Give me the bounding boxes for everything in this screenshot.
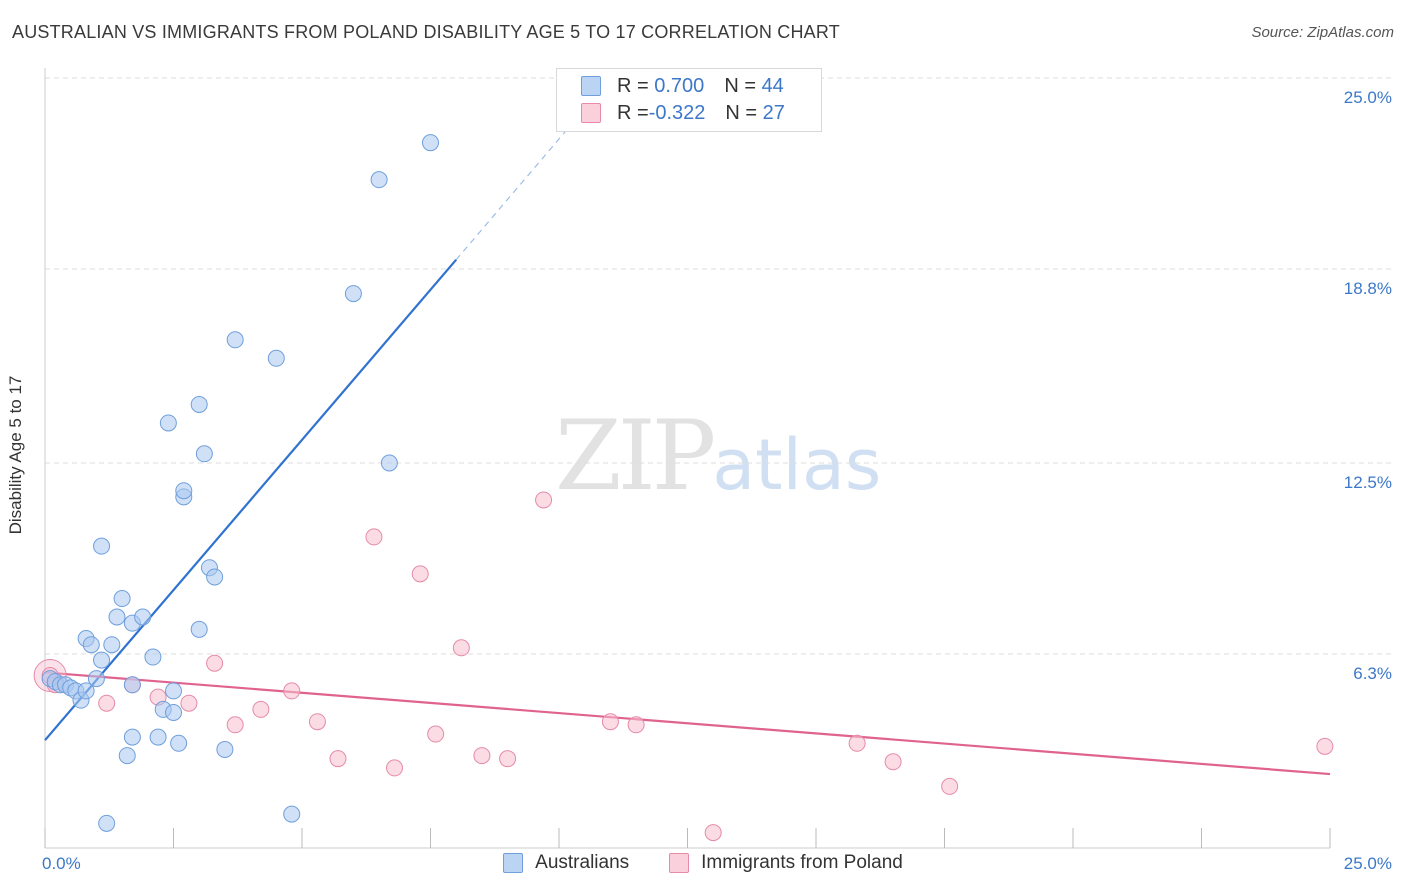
watermark-zip: ZIP [555,400,716,512]
y-tick-label: 12.5% [1344,473,1392,492]
data-point-australians [165,703,182,721]
data-point-australians [108,608,126,626]
data-point-poland [848,734,866,752]
legend-swatch-blue [503,853,524,873]
data-point-australians [93,537,111,555]
data-point-poland [206,654,224,672]
data-point-australians [77,682,95,700]
watermark: ZIPatlas [555,400,881,512]
legend-swatch-pink [669,853,690,873]
data-point-australians [195,445,213,463]
data-point-australians [344,285,362,303]
data-point-poland [252,700,270,718]
legend-r-value: -0.322 [648,101,706,124]
x-tick-label: 25.0% [1344,854,1392,873]
legend-row-australians: R = 0.700 N = 44 [581,73,784,99]
trend-line-australians-extension [455,108,586,261]
data-points [33,134,1334,842]
data-point-poland [1316,737,1334,755]
data-point-poland [226,716,244,734]
data-point-australians [216,740,234,758]
legend-swatch-pink [581,103,601,123]
x-tick-label: 0.0% [42,854,81,873]
data-point-australians [175,482,193,500]
data-point-australians [93,651,111,669]
data-point-poland [452,639,470,657]
data-point-poland [704,824,722,842]
y-tick-label: 25.0% [1344,88,1392,107]
data-point-poland [601,713,619,731]
data-point-australians [149,728,167,746]
legend-item-poland: Immigrants from Poland [669,852,903,874]
data-point-australians [123,676,141,694]
data-point-poland [386,759,404,777]
data-point-australians [123,728,141,746]
data-point-australians [170,734,188,752]
data-point-australians [144,648,162,666]
legend-label-australians: Australians [535,852,630,873]
data-point-australians [190,620,208,638]
tick-labels: 6.3% 12.5% 18.8% 25.0% 0.0% 25.0% [42,88,1392,873]
data-point-poland [941,777,959,795]
data-point-poland [98,694,116,712]
trend-line-australians [44,259,458,741]
data-point-poland [627,716,645,734]
data-point-australians [134,608,152,626]
correlation-legend: R = 0.700 N = 44 R = -0.322 N = 27 [556,68,822,132]
data-point-australians [422,134,439,152]
legend-item-australians: Australians [503,852,629,874]
legend-n-label: N = [724,74,756,97]
data-point-poland [329,750,347,768]
data-point-australians [190,395,208,413]
data-point-poland [535,491,553,509]
trend-lines [44,108,1331,776]
legend-r-label: R = [617,74,649,97]
data-point-australians [165,682,182,700]
legend-swatch-blue [581,76,601,96]
data-point-australians [159,414,177,432]
data-point-poland [499,750,517,768]
legend-n-value: 44 [761,74,784,97]
data-point-australians [370,171,388,189]
data-point-poland [283,682,301,700]
data-point-australians [283,805,301,823]
data-point-poland [180,694,198,712]
legend-n-label: N = [725,101,758,124]
data-point-australians [206,568,224,586]
legend-row-poland: R = -0.322 N = 27 [581,100,785,126]
series-legend: Australians Immigrants from Poland [0,852,1406,874]
data-point-australians [82,636,100,654]
data-point-australians [113,590,131,608]
data-point-australians [103,636,121,654]
data-point-poland [308,713,326,731]
y-tick-label: 18.8% [1344,279,1392,298]
data-point-australians [87,670,105,688]
data-point-australians [226,331,244,349]
chart-title: AUSTRALIAN VS IMMIGRANTS FROM POLAND DIS… [12,22,840,42]
source-label: Source: ZipAtlas.com [1251,24,1394,41]
data-point-poland [473,747,491,765]
data-point-australians [267,349,285,367]
data-point-australians [380,454,398,472]
watermark-atlas: atlas [712,424,882,506]
y-tick-label: 6.3% [1353,664,1392,683]
grid [45,77,1392,655]
data-point-australians [118,747,136,765]
data-point-poland [884,753,902,771]
data-point-poland [427,725,445,743]
legend-r-label: R = [617,101,649,124]
legend-r-value: 0.700 [654,74,705,97]
axes [44,68,1331,849]
data-point-australians [98,814,116,832]
data-point-poland [411,565,429,583]
trend-line-poland [44,671,1331,776]
legend-n-value: 27 [762,101,785,124]
legend-label-poland: Immigrants from Poland [701,852,903,873]
data-point-poland [365,528,383,546]
